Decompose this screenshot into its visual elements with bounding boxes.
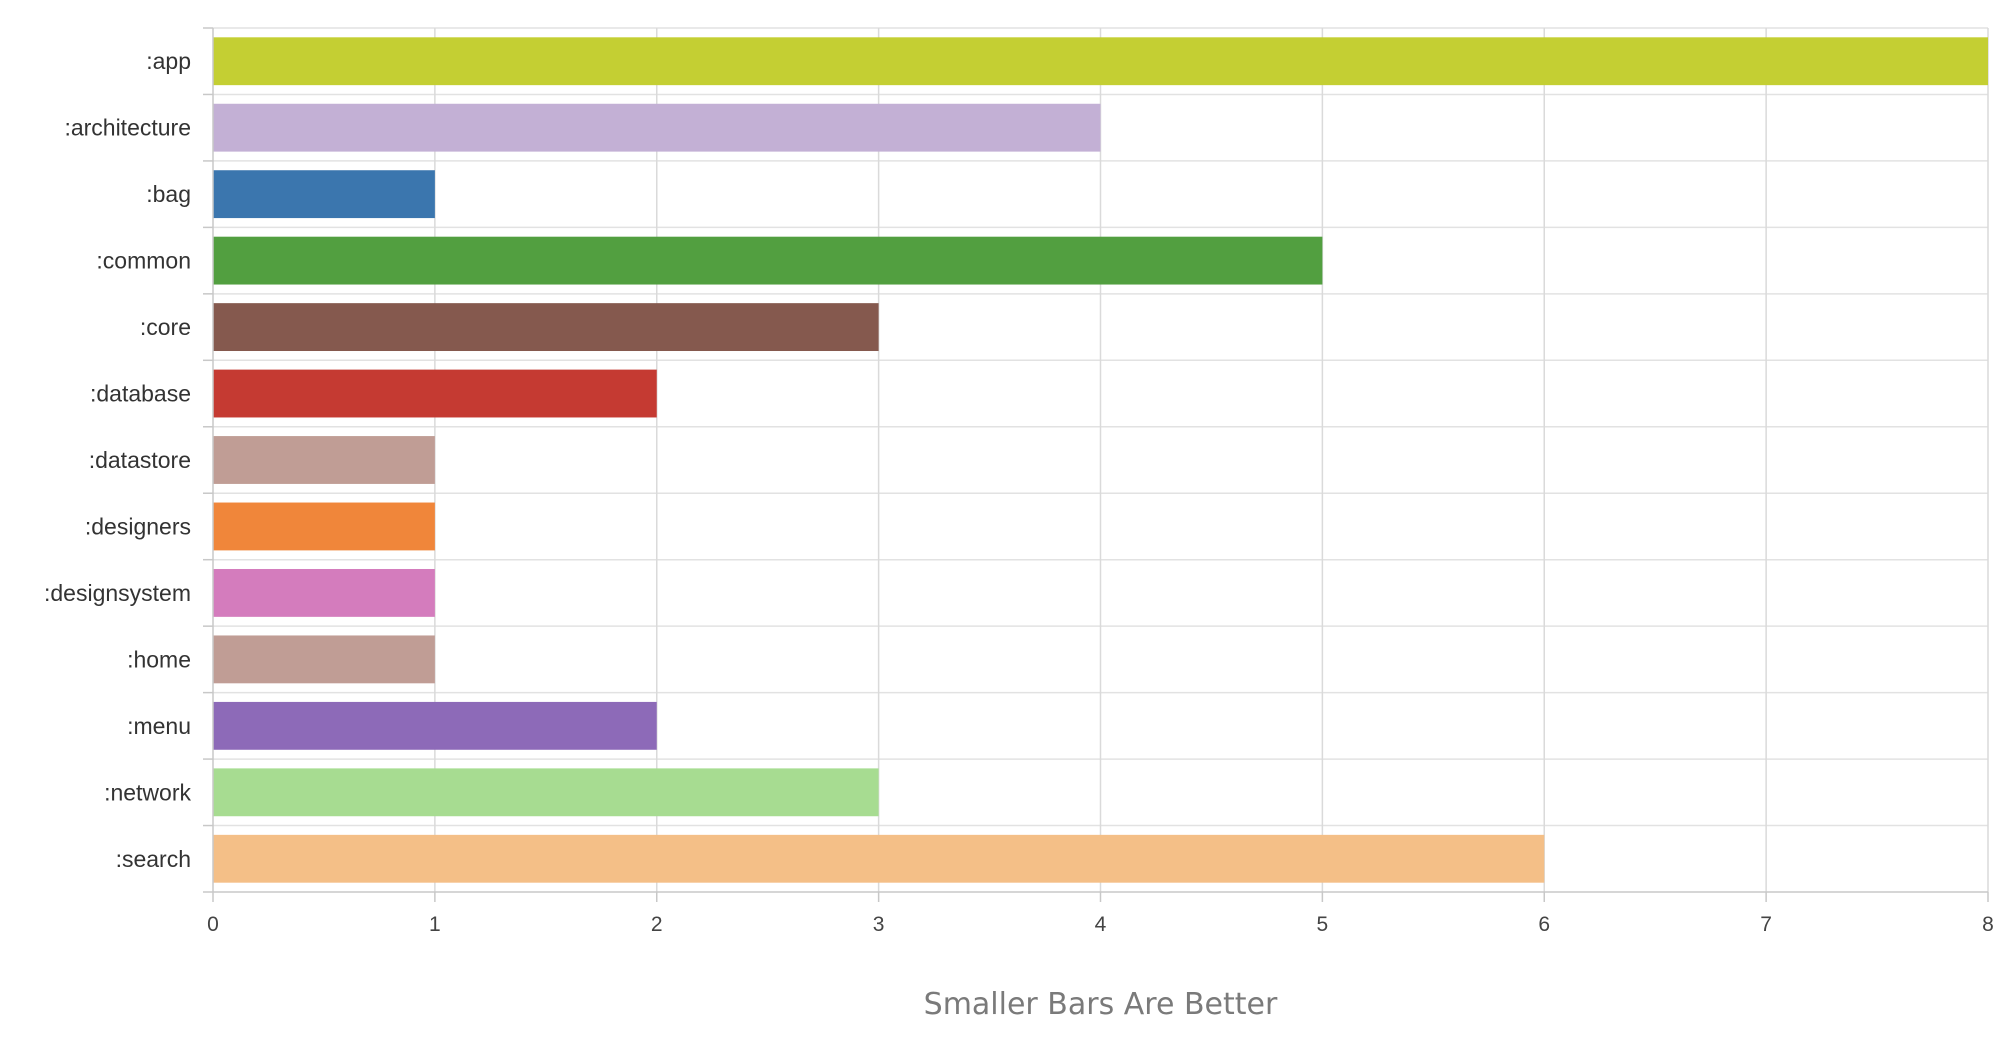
bar [213, 768, 879, 817]
category-label: :app [146, 48, 191, 74]
x-tick-label: 2 [651, 913, 663, 936]
x-tick-label: 8 [1982, 913, 1994, 936]
category-label: :search [116, 846, 191, 872]
x-tick-labels: 0 1 2 3 4 5 6 7 8 [207, 913, 1994, 936]
bar [213, 701, 657, 750]
category-label: :database [90, 381, 191, 407]
bar [213, 369, 657, 418]
bar [213, 37, 1988, 86]
category-label: :datastore [89, 447, 191, 473]
bar [213, 170, 435, 219]
bar [213, 502, 435, 551]
category-label: :home [127, 646, 191, 672]
bars [213, 37, 1988, 883]
category-label: :common [96, 248, 191, 274]
category-label: :architecture [64, 115, 191, 141]
category-label: :network [104, 779, 191, 805]
category-label: :designers [85, 513, 191, 539]
x-tick-label: 3 [873, 913, 885, 936]
bar [213, 103, 1101, 152]
category-label: :menu [127, 713, 191, 739]
bar [213, 834, 1545, 883]
bar [213, 635, 435, 684]
x-axis-title: Smaller Bars Are Better [924, 987, 1278, 1022]
x-tick-label: 7 [1760, 913, 1772, 936]
bar [213, 236, 1323, 285]
bar [213, 303, 879, 352]
x-tick-label: 5 [1317, 913, 1329, 936]
category-label: :designsystem [44, 580, 191, 606]
category-labels: :app :architecture :bag :common :core :databa… [44, 48, 192, 872]
axes [203, 27, 1989, 902]
bar [213, 436, 435, 484]
bar [213, 568, 435, 617]
x-tick-label: 0 [207, 913, 219, 936]
x-tick-label: 6 [1538, 913, 1550, 936]
x-tick-label: 1 [429, 913, 441, 936]
x-tick-label: 4 [1095, 913, 1107, 936]
category-label: :bag [146, 181, 191, 207]
grid-lines [213, 27, 1989, 892]
category-label: :core [140, 314, 191, 340]
